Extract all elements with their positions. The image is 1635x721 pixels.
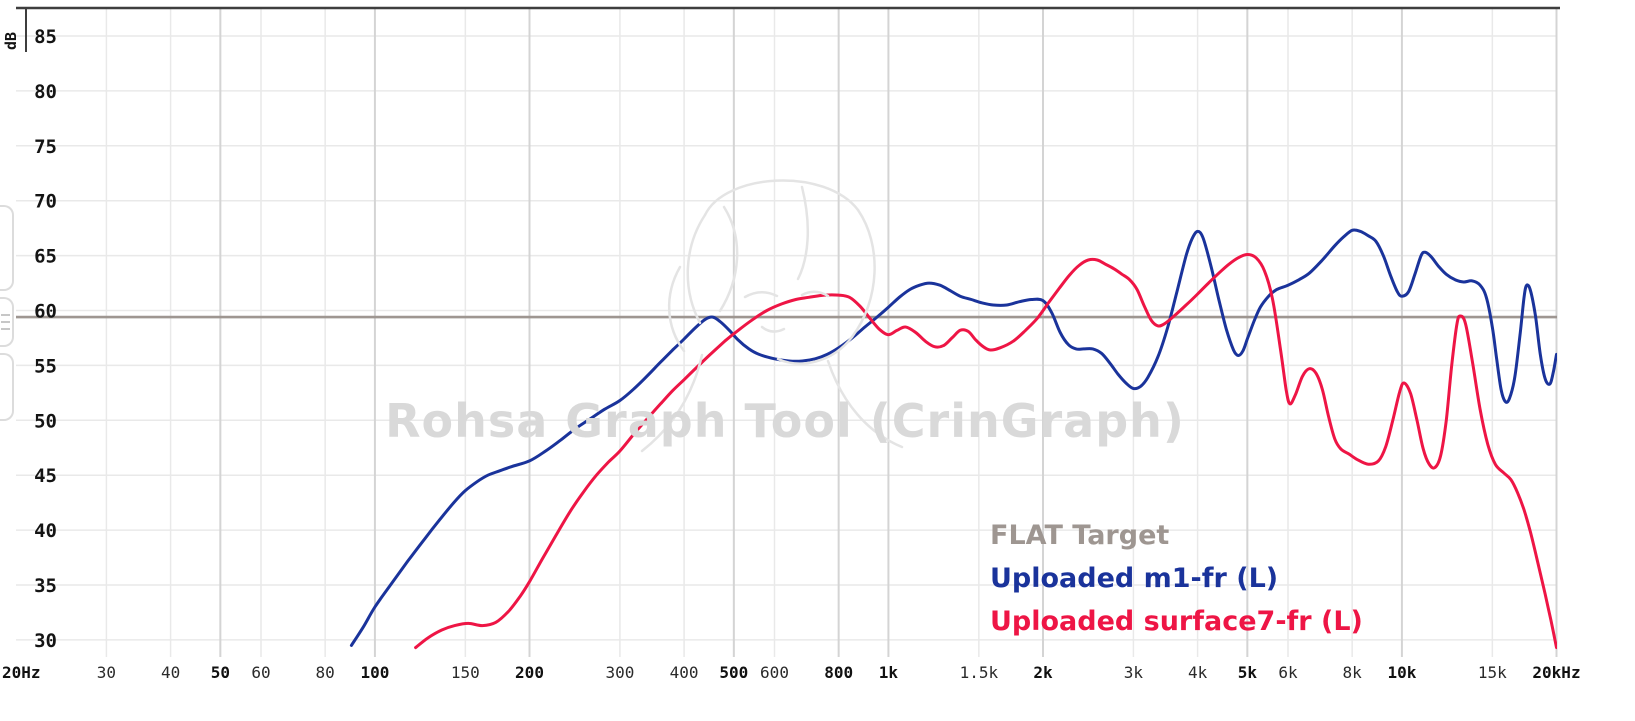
x-axis-tick-label: 100 xyxy=(360,663,389,682)
x-axis-tick-label: 600 xyxy=(760,663,789,682)
x-axis-tick-label: 6k xyxy=(1278,663,1298,682)
y-axis-tick-label: 55 xyxy=(34,355,57,377)
x-axis-tick-label: 400 xyxy=(670,663,699,682)
x-axis-tick-label: 1.5k xyxy=(960,663,999,682)
y-axis-tick-label: 75 xyxy=(34,136,57,158)
legend: FLAT Target Uploaded m1-fr (L) Uploaded … xyxy=(990,514,1363,643)
x-axis-tick-label: 10k xyxy=(1387,663,1416,682)
side-panel-tab-bottom[interactable] xyxy=(0,353,14,421)
x-axis-tick-label: 30 xyxy=(97,663,116,682)
y-axis-tick-label: 40 xyxy=(34,520,57,542)
x-axis-tick-label: 200 xyxy=(515,663,544,682)
legend-item-surface7-fr: Uploaded surface7-fr (L) xyxy=(990,606,1363,637)
x-axis-tick-label: 4k xyxy=(1188,663,1208,682)
side-panel-tab-top[interactable] xyxy=(0,205,14,291)
x-axis-tick-label: 150 xyxy=(451,663,480,682)
side-toolbar xyxy=(0,205,18,421)
y-axis-tick-label: 60 xyxy=(34,301,57,323)
y-axis-title: dB xyxy=(2,32,20,50)
x-axis-tick-label: 50 xyxy=(211,663,230,682)
series-curve-1 xyxy=(349,228,1557,647)
x-axis-tick-label: 60 xyxy=(251,663,270,682)
y-axis-tick-label: 80 xyxy=(34,81,57,103)
menu-tab[interactable] xyxy=(0,297,14,347)
legend-item-m1-fr: Uploaded m1-fr (L) xyxy=(990,563,1279,594)
x-axis-tick-label: 500 xyxy=(719,663,748,682)
y-axis-tick-label: 50 xyxy=(34,410,57,432)
x-axis-tick-label: 800 xyxy=(824,663,853,682)
x-axis-tick-label: 2k xyxy=(1033,663,1053,682)
x-axis-tick-label: 3k xyxy=(1124,663,1144,682)
x-axis-tick-label: 1k xyxy=(879,663,899,682)
x-axis-tick-label: 15k xyxy=(1478,663,1507,682)
y-axis-tick-label: 65 xyxy=(34,246,57,268)
x-axis-tick-label: 40 xyxy=(161,663,180,682)
series-curve-2 xyxy=(414,253,1557,650)
y-axis-tick-label: 30 xyxy=(34,630,57,652)
x-axis-tick-label: 20kHz xyxy=(1532,663,1580,682)
x-axis-tick-label: 8k xyxy=(1343,663,1363,682)
x-axis-tick-label: 5k xyxy=(1238,663,1258,682)
x-axis-tick-label: 80 xyxy=(316,663,335,682)
x-axis-tick-label: 20Hz xyxy=(2,663,41,682)
y-axis-tick-label: 85 xyxy=(34,26,57,48)
legend-item-flat-target: FLAT Target xyxy=(990,520,1170,551)
y-axis-tick-label: 35 xyxy=(34,575,57,597)
x-axis-tick-label: 300 xyxy=(605,663,634,682)
hamburger-icon xyxy=(1,314,10,316)
y-axis-tick-label: 45 xyxy=(34,465,57,487)
y-axis-tick-label: 70 xyxy=(34,191,57,213)
